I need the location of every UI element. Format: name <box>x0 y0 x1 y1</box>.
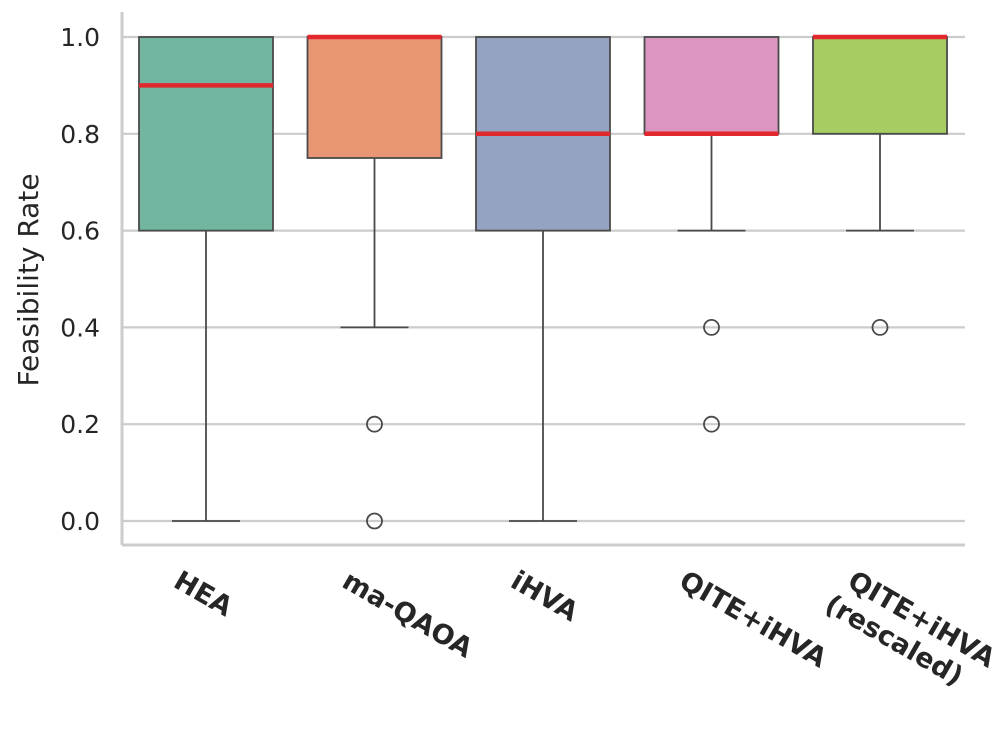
y-tick-label: 1.0 <box>60 23 100 52</box>
y-tick-label: 0.8 <box>60 120 100 149</box>
box-layer <box>138 34 948 530</box>
box-group <box>475 36 611 522</box>
y-tick-label: 0.0 <box>60 507 100 536</box>
outlier-point <box>366 512 383 530</box>
x-tick-label: QITE+iHVA(rescaled) <box>820 561 996 702</box>
x-tick-label-line: iHVA <box>506 565 584 628</box>
box-group <box>306 34 443 530</box>
outlier-point <box>703 415 720 433</box>
x-tick-label: QITE+iHVA <box>674 565 832 674</box>
outlier-point <box>871 318 889 336</box>
iqr-box <box>812 36 948 135</box>
box-group <box>812 34 948 336</box>
box-group <box>643 36 780 433</box>
outlier-point <box>366 415 383 433</box>
y-tick-label: 0.4 <box>60 313 100 342</box>
x-tick-label: ma-QAOA <box>337 565 478 664</box>
iqr-box <box>138 36 274 232</box>
y-tick-label: 0.6 <box>60 217 100 246</box>
y-tick-label: 0.2 <box>60 410 100 439</box>
iqr-box <box>306 36 443 159</box>
outlier-point <box>703 318 720 336</box>
x-tick-label-line: HEA <box>169 565 238 623</box>
x-tick-label: HEA <box>169 565 238 623</box>
box-group <box>138 36 274 522</box>
y-axis-title: Feasibility Rate <box>12 173 45 386</box>
x-tick-label-line: QITE+iHVA <box>674 565 832 674</box>
iqr-box <box>643 36 780 135</box>
x-tick-label: iHVA <box>506 565 584 628</box>
x-tick-label-line: ma-QAOA <box>337 565 478 664</box>
